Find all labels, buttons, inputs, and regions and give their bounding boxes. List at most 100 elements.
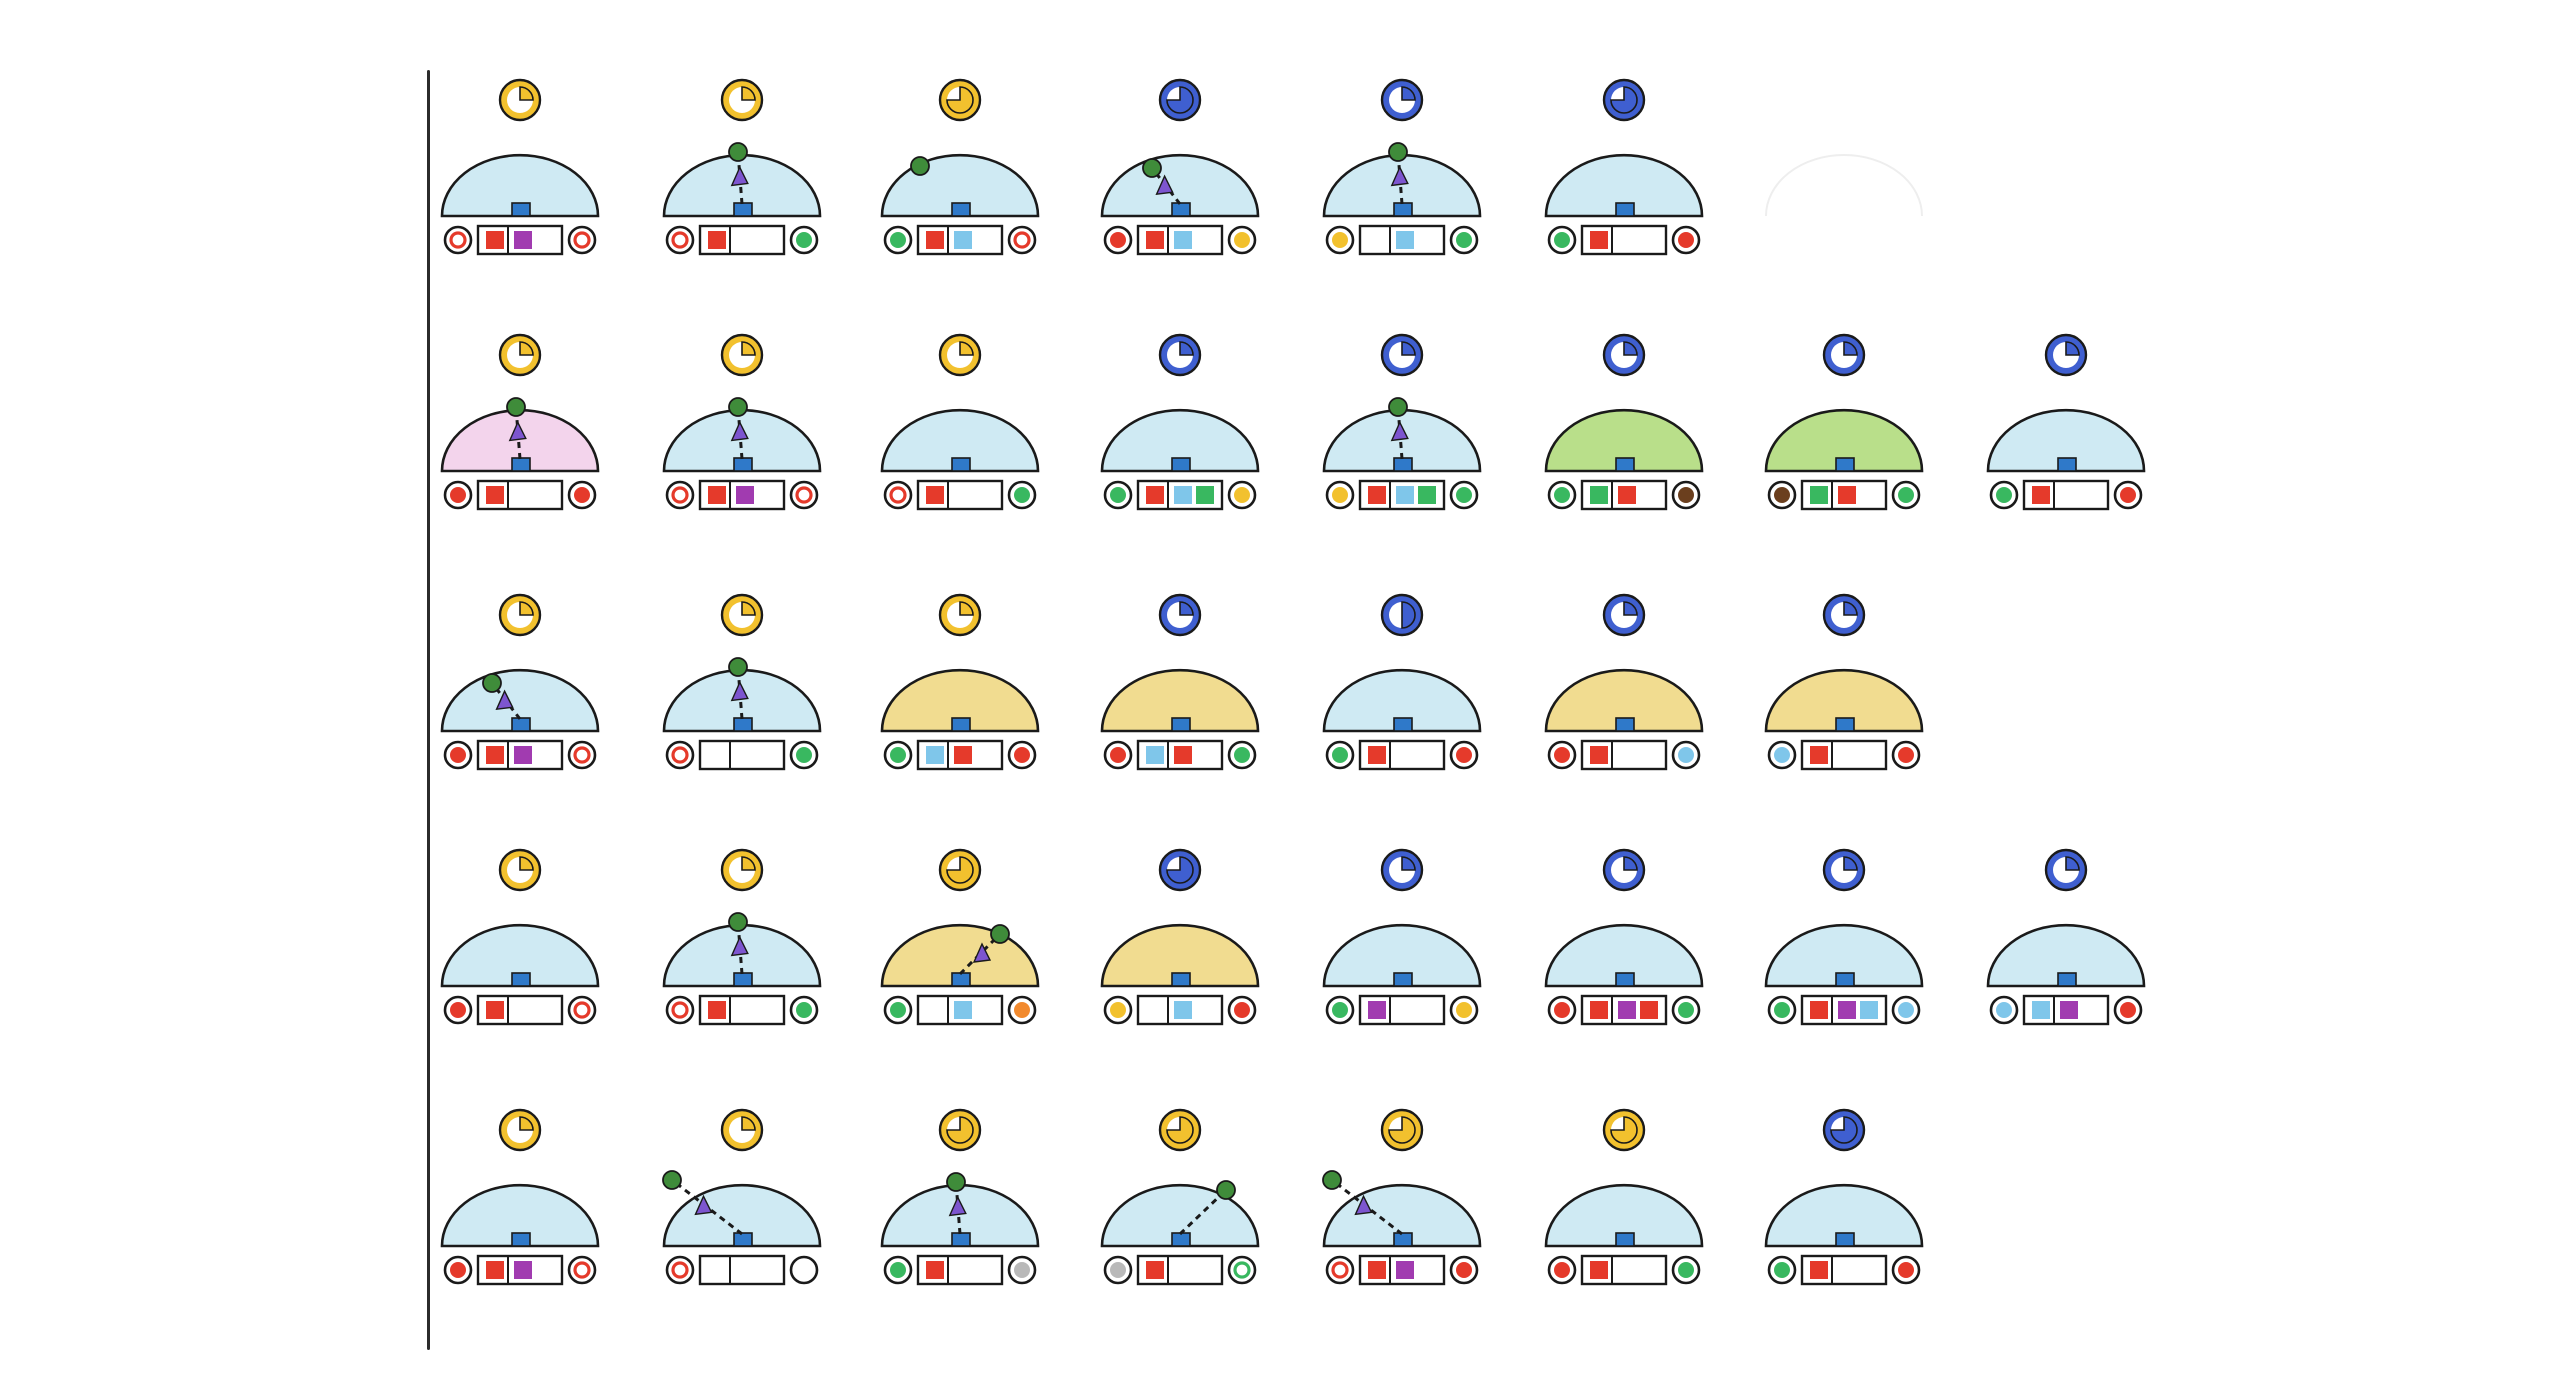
right-wheel-fill [796, 232, 812, 248]
tray-block-lightblue [1860, 1001, 1878, 1019]
ball [482, 673, 502, 693]
clock-progress [741, 856, 756, 871]
dome [440, 153, 600, 218]
tray-block-lightblue [1174, 486, 1192, 504]
clock-progress [519, 86, 534, 101]
clock-progress [1843, 341, 1858, 356]
tray-block-purple [736, 486, 754, 504]
right-wheel-ring [573, 231, 591, 249]
robot-card [1544, 1108, 1704, 1286]
robot-card [440, 848, 600, 1026]
clock-progress [1401, 341, 1416, 356]
arrow-icon [508, 420, 527, 442]
sensor-square [1393, 457, 1413, 472]
tray-block-purple [514, 1261, 532, 1279]
ball [946, 1172, 966, 1192]
left-wheel-fill [890, 232, 906, 248]
sensor-square [1393, 1232, 1413, 1247]
tray-block-red [926, 1261, 944, 1279]
left-wheel-fill [1332, 232, 1348, 248]
ball [728, 657, 748, 677]
tray-block-red [1146, 1261, 1164, 1279]
ball [1322, 1170, 1342, 1190]
ball [506, 397, 526, 417]
right-wheel-fill [1014, 487, 1030, 503]
tray-block-purple [1396, 1261, 1414, 1279]
robot-card [1322, 1108, 1482, 1286]
left-wheel-fill [1110, 1262, 1126, 1278]
right-wheel-fill [796, 1002, 812, 1018]
tray-block-lightblue [2032, 1001, 2050, 1019]
right-wheel-fill [1234, 747, 1250, 763]
tray-block-red [1590, 1001, 1608, 1019]
sensor-square [951, 717, 971, 732]
robot-card [1100, 593, 1260, 771]
tray-block-red [708, 486, 726, 504]
dome [1986, 923, 2146, 988]
ball [1216, 1180, 1236, 1200]
tray-block-red [1640, 1001, 1658, 1019]
left-wheel [883, 480, 913, 510]
clock-progress [1843, 601, 1858, 616]
left-wheel-ring [1331, 1261, 1349, 1279]
right-wheel-fill [1898, 747, 1914, 763]
robot-card [662, 78, 822, 256]
sensor-square [951, 1232, 971, 1247]
sensor-square [1835, 972, 1855, 987]
robot-card [880, 1108, 1040, 1286]
dome [880, 408, 1040, 473]
dome [1764, 923, 1924, 988]
clock-progress [519, 341, 534, 356]
tray-block-purple [1838, 1001, 1856, 1019]
ball [1388, 142, 1408, 162]
left-wheel-fill [890, 1262, 906, 1278]
tray-block-red [1590, 231, 1608, 249]
clock-progress [1401, 601, 1416, 629]
tray-block-lightblue [926, 746, 944, 764]
right-wheel-fill [1456, 747, 1472, 763]
sensor-square [511, 717, 531, 732]
dome [440, 1183, 600, 1248]
dome [1764, 668, 1924, 733]
left-wheel-fill [1554, 487, 1570, 503]
right-wheel [1227, 1255, 1257, 1285]
tray-block-purple [1368, 1001, 1386, 1019]
tray-block-red [486, 1001, 504, 1019]
dome [440, 923, 600, 988]
tray-block-lightblue [1174, 231, 1192, 249]
right-wheel-fill [2120, 1002, 2136, 1018]
sensor-square [1615, 972, 1635, 987]
tray-block-green [1418, 486, 1436, 504]
right-wheel-ring [573, 1261, 591, 1279]
sensor-square [951, 202, 971, 217]
left-wheel-ring [671, 1001, 689, 1019]
left-wheel-fill [1110, 487, 1126, 503]
arrow-icon [1390, 165, 1409, 187]
margin-line [427, 70, 430, 1350]
right-wheel [789, 1255, 819, 1285]
right-wheel-fill [796, 747, 812, 763]
robot-card [880, 848, 1040, 1026]
left-wheel-fill [1554, 1262, 1570, 1278]
right-wheel-fill [1014, 1002, 1030, 1018]
left-wheel-ring [449, 231, 467, 249]
right-wheel [567, 225, 597, 255]
clock-progress [946, 1116, 974, 1144]
clock-progress [1843, 856, 1858, 871]
sensor-square [1171, 457, 1191, 472]
tray-block-red [1810, 1261, 1828, 1279]
sensor-square [1171, 972, 1191, 987]
clock-progress [519, 601, 534, 616]
ghost-dome [1765, 154, 1923, 217]
right-wheel-ring [1233, 1261, 1251, 1279]
sensor-square [1835, 717, 1855, 732]
clock-progress [1166, 86, 1194, 114]
arrow-icon [1390, 420, 1409, 442]
left-wheel-fill [450, 1002, 466, 1018]
sensor-square [1393, 972, 1413, 987]
tray-block-red [1590, 1261, 1608, 1279]
tray-block-green [1590, 486, 1608, 504]
tray-block-red [486, 1261, 504, 1279]
robot-card [1764, 593, 1924, 771]
right-wheel [567, 1255, 597, 1285]
